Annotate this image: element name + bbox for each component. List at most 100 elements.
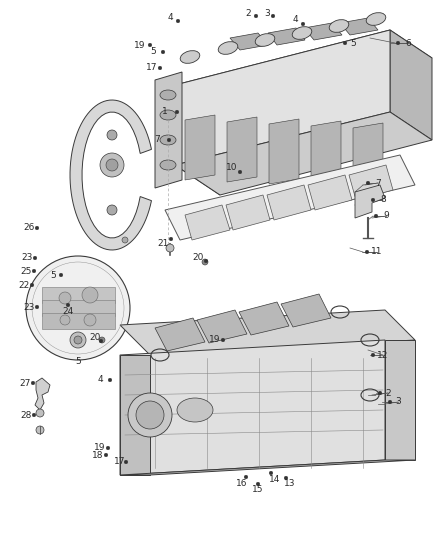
Text: 14: 14 (269, 474, 281, 483)
Polygon shape (268, 28, 305, 45)
Circle shape (108, 378, 112, 382)
Text: 19: 19 (134, 41, 146, 50)
Circle shape (107, 205, 117, 215)
Ellipse shape (255, 34, 275, 46)
Polygon shape (175, 30, 390, 165)
Text: 19: 19 (209, 335, 221, 344)
Text: 4: 4 (97, 376, 103, 384)
Text: 26: 26 (23, 223, 35, 232)
Ellipse shape (160, 110, 176, 120)
Circle shape (378, 391, 382, 395)
Ellipse shape (160, 90, 176, 100)
Text: 23: 23 (21, 254, 33, 262)
Circle shape (221, 338, 225, 342)
Circle shape (33, 256, 37, 260)
Ellipse shape (160, 135, 176, 145)
Circle shape (204, 259, 208, 263)
Polygon shape (239, 302, 289, 335)
Polygon shape (42, 300, 115, 316)
Text: 5: 5 (350, 38, 356, 47)
Circle shape (35, 226, 39, 230)
Polygon shape (120, 340, 385, 475)
Ellipse shape (180, 51, 200, 63)
Circle shape (166, 244, 174, 252)
Polygon shape (120, 310, 415, 355)
Circle shape (82, 287, 98, 303)
Circle shape (26, 256, 130, 360)
Circle shape (271, 14, 275, 18)
Polygon shape (390, 30, 432, 140)
Text: 24: 24 (62, 306, 74, 316)
Polygon shape (226, 195, 270, 230)
Polygon shape (230, 33, 268, 50)
Circle shape (371, 198, 375, 202)
Circle shape (254, 14, 258, 18)
Circle shape (128, 393, 172, 437)
Circle shape (374, 214, 378, 218)
Circle shape (284, 476, 288, 480)
Circle shape (343, 41, 347, 45)
Text: 2: 2 (385, 389, 391, 398)
Circle shape (396, 41, 400, 45)
Text: 10: 10 (226, 164, 238, 173)
Circle shape (66, 303, 70, 307)
Circle shape (99, 339, 103, 343)
Circle shape (388, 400, 392, 404)
Circle shape (169, 237, 173, 241)
Circle shape (84, 314, 96, 326)
Circle shape (100, 153, 124, 177)
Ellipse shape (292, 27, 312, 39)
Circle shape (256, 482, 260, 486)
Circle shape (104, 453, 108, 457)
Polygon shape (308, 175, 352, 210)
Polygon shape (185, 205, 230, 240)
Text: 21: 21 (157, 238, 169, 247)
Polygon shape (355, 185, 385, 218)
Polygon shape (120, 460, 415, 475)
Polygon shape (70, 100, 152, 250)
Circle shape (60, 315, 70, 325)
Polygon shape (155, 72, 182, 188)
Circle shape (176, 19, 180, 23)
Circle shape (161, 50, 165, 54)
Circle shape (36, 409, 44, 417)
Text: 20: 20 (89, 333, 101, 342)
Circle shape (136, 401, 164, 429)
Polygon shape (155, 318, 205, 351)
Text: 7: 7 (375, 179, 381, 188)
Text: 23: 23 (23, 303, 35, 311)
Text: 2: 2 (245, 10, 251, 19)
Text: 6: 6 (405, 38, 411, 47)
Circle shape (74, 336, 82, 344)
Polygon shape (340, 18, 378, 35)
Circle shape (106, 446, 110, 450)
Text: 18: 18 (92, 450, 104, 459)
Circle shape (32, 413, 36, 417)
Circle shape (244, 475, 248, 479)
Circle shape (70, 332, 86, 348)
Polygon shape (304, 23, 342, 40)
Polygon shape (185, 115, 215, 180)
Polygon shape (175, 30, 432, 112)
Text: 7: 7 (154, 135, 160, 144)
Polygon shape (42, 313, 115, 329)
Text: 3: 3 (264, 10, 270, 19)
Circle shape (365, 250, 369, 254)
Text: 1: 1 (162, 108, 168, 117)
Circle shape (99, 337, 105, 343)
Circle shape (202, 259, 208, 265)
Circle shape (269, 471, 273, 475)
Text: 27: 27 (19, 378, 31, 387)
Text: 17: 17 (146, 63, 158, 72)
Circle shape (35, 305, 39, 309)
Ellipse shape (329, 20, 349, 33)
Polygon shape (42, 287, 115, 303)
Circle shape (106, 159, 118, 171)
Text: 22: 22 (18, 280, 30, 289)
Circle shape (158, 66, 162, 70)
Circle shape (36, 426, 44, 434)
Polygon shape (349, 165, 393, 200)
Circle shape (175, 110, 179, 114)
Text: 5: 5 (50, 271, 56, 279)
Polygon shape (311, 121, 341, 186)
